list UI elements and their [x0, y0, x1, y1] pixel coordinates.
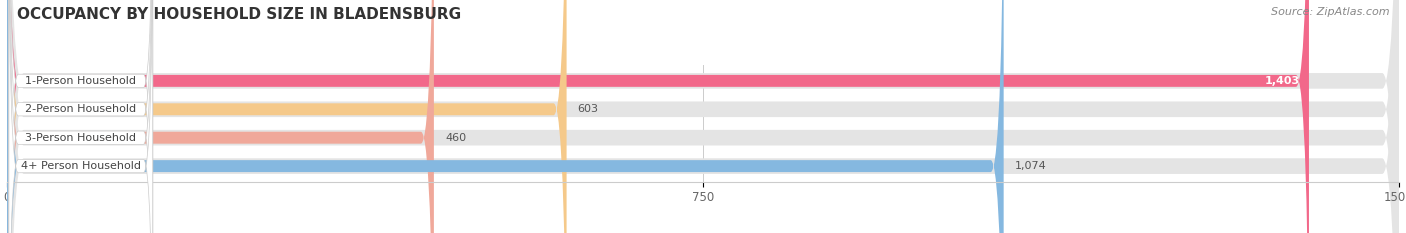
- Text: 460: 460: [446, 133, 467, 143]
- FancyBboxPatch shape: [7, 0, 1309, 233]
- Text: 1-Person Household: 1-Person Household: [25, 76, 136, 86]
- Text: Source: ZipAtlas.com: Source: ZipAtlas.com: [1271, 7, 1389, 17]
- FancyBboxPatch shape: [7, 0, 1004, 233]
- FancyBboxPatch shape: [7, 0, 567, 233]
- FancyBboxPatch shape: [7, 0, 1399, 233]
- FancyBboxPatch shape: [8, 0, 153, 233]
- Text: 4+ Person Household: 4+ Person Household: [21, 161, 141, 171]
- FancyBboxPatch shape: [7, 0, 434, 233]
- Text: 3-Person Household: 3-Person Household: [25, 133, 136, 143]
- FancyBboxPatch shape: [7, 0, 1399, 233]
- FancyBboxPatch shape: [7, 0, 1399, 233]
- Text: 603: 603: [578, 104, 599, 114]
- Text: 1,403: 1,403: [1264, 76, 1299, 86]
- Text: OCCUPANCY BY HOUSEHOLD SIZE IN BLADENSBURG: OCCUPANCY BY HOUSEHOLD SIZE IN BLADENSBU…: [17, 7, 461, 22]
- FancyBboxPatch shape: [8, 0, 153, 233]
- Text: 2-Person Household: 2-Person Household: [25, 104, 136, 114]
- FancyBboxPatch shape: [8, 0, 153, 233]
- FancyBboxPatch shape: [7, 0, 1399, 233]
- Text: 1,074: 1,074: [1015, 161, 1046, 171]
- FancyBboxPatch shape: [8, 0, 153, 233]
